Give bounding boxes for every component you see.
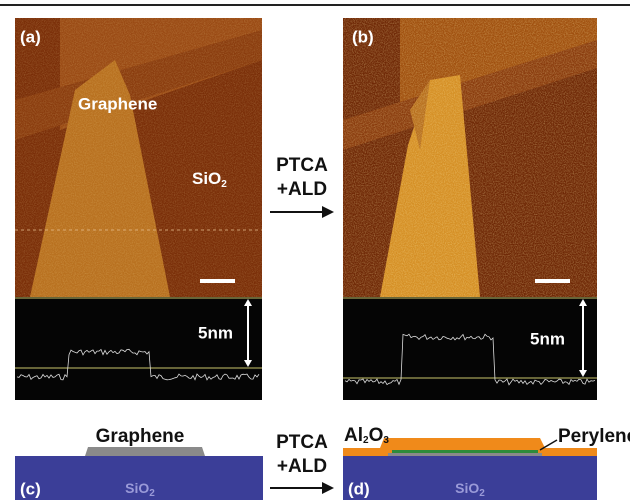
- page: {"panel_a":{"label":"(a)","flake_label":…: [0, 0, 630, 500]
- body: (a) Graphene SiO2 5nm (b) 5nm PTCA +ALD …: [0, 0, 630, 500]
- arrow-label: +ALD: [277, 179, 327, 200]
- panel-label: (d): [348, 479, 370, 498]
- profile-b: [343, 297, 597, 400]
- arrow-label: PTCA: [276, 432, 328, 453]
- scale-bar: [200, 279, 235, 283]
- text-base: SiO: [455, 480, 479, 496]
- text-sub: 2: [221, 179, 227, 190]
- graphene-layer: [388, 453, 542, 456]
- text-base: SiO: [125, 480, 149, 496]
- text-base: O: [369, 425, 384, 446]
- panel-label: (b): [352, 27, 374, 46]
- text-sub: 2: [479, 488, 485, 499]
- profile-a: [15, 297, 262, 400]
- text-sub: 3: [383, 435, 389, 446]
- text-base: SiO: [192, 169, 221, 188]
- panel-label: (c): [20, 479, 41, 498]
- text-base: Al: [344, 425, 363, 446]
- layer-label: Perylene: [558, 426, 630, 447]
- text-sub: 2: [149, 488, 155, 499]
- scale-bar: [535, 279, 570, 283]
- afm-image-a: [15, 18, 262, 297]
- scale-text: 5nm: [198, 323, 233, 342]
- perylene-layer: [392, 450, 538, 453]
- flake-label: Graphene: [96, 426, 185, 447]
- afm-image-b: [343, 18, 597, 297]
- arrow-label: PTCA: [276, 155, 328, 176]
- graphene-layer: [85, 447, 205, 456]
- scale-text: 5nm: [530, 329, 565, 348]
- arrow-label: +ALD: [277, 456, 327, 477]
- panel-label: (a): [20, 27, 41, 46]
- flake-label: Graphene: [78, 94, 157, 113]
- oxide-label: Al2O3: [344, 425, 389, 446]
- figure: (a) Graphene SiO2 5nm (b) 5nm PTCA +ALD …: [0, 0, 630, 500]
